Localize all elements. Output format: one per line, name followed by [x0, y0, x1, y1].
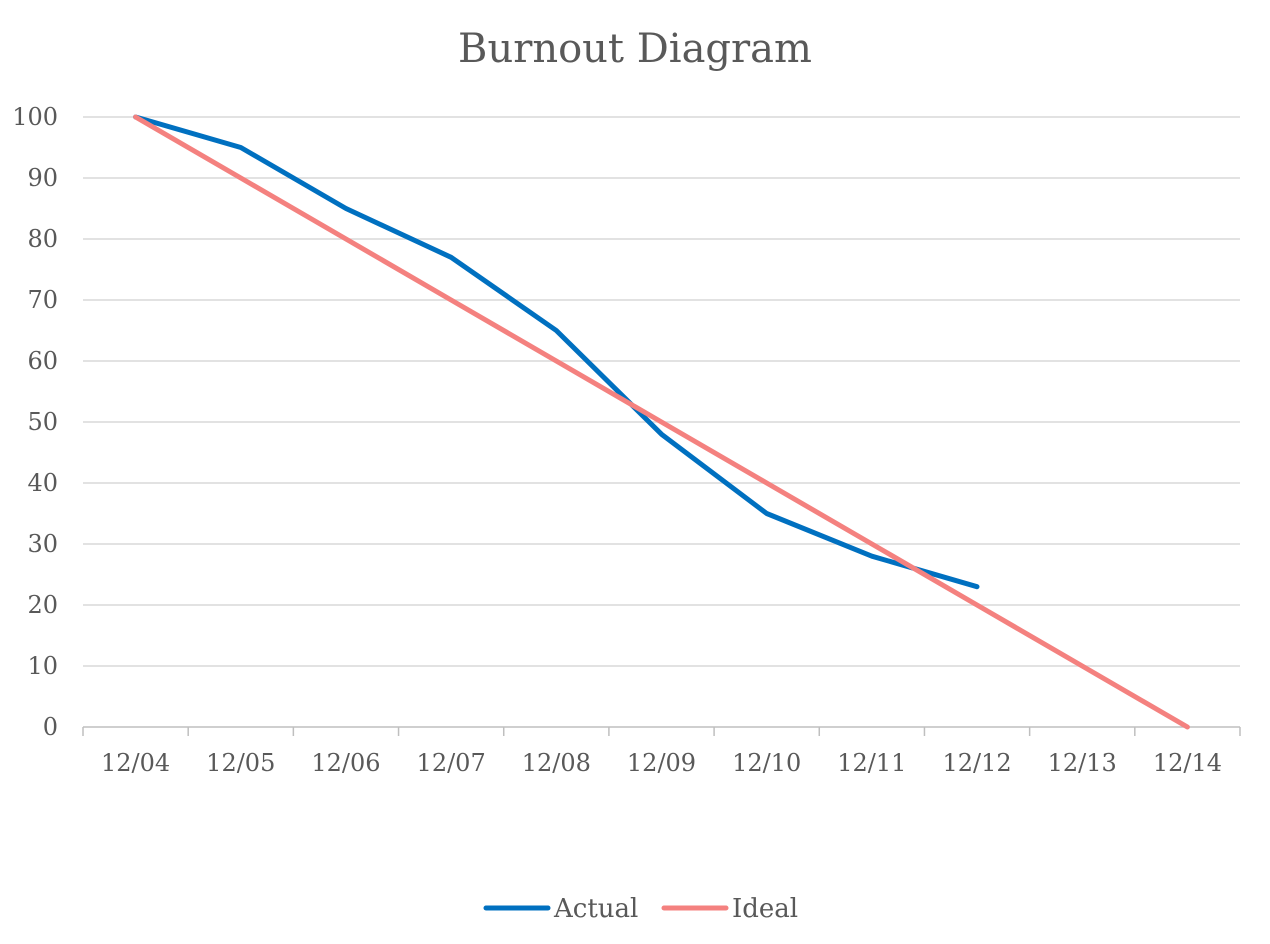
x-tick-label: 12/13 [1048, 749, 1117, 777]
y-tick-label: 40 [27, 469, 58, 497]
chart-title: Burnout Diagram [458, 26, 812, 72]
y-tick-label: 0 [43, 713, 58, 741]
y-tick-label: 50 [27, 408, 58, 436]
x-tick-label: 12/12 [942, 749, 1011, 777]
series-lines [133, 114, 1190, 730]
y-tick-label: 70 [27, 286, 58, 314]
y-tick-label: 30 [27, 530, 58, 558]
gridlines [83, 116, 1240, 667]
x-axis-tick-labels: 12/04 12/05 12/06 12/07 12/08 12/09 12/10 12/11… [101, 749, 1222, 777]
x-axis [82, 726, 1241, 736]
x-tick-label: 12/10 [732, 749, 801, 777]
x-tick-label: 12/04 [101, 749, 170, 777]
y-tick-label: 90 [27, 164, 58, 192]
x-tick-label: 12/08 [522, 749, 591, 777]
series-line-ideal [133, 114, 1190, 730]
y-tick-label: 100 [12, 103, 58, 131]
legend-label-actual: Actual [553, 894, 638, 924]
y-tick-label: 20 [27, 591, 58, 619]
x-tick-label: 12/06 [311, 749, 380, 777]
x-tick-label: 12/11 [837, 749, 906, 777]
legend: Actual Ideal [483, 894, 798, 924]
x-tick-label: 12/05 [206, 749, 275, 777]
x-tick-label: 12/09 [627, 749, 696, 777]
x-tick-label: 12/14 [1153, 749, 1222, 777]
y-tick-label: 80 [27, 225, 58, 253]
y-tick-label: 60 [27, 347, 58, 375]
legend-label-ideal: Ideal [732, 894, 798, 924]
y-tick-label: 10 [27, 652, 58, 680]
x-tick-label: 12/07 [417, 749, 486, 777]
y-axis-tick-labels: 0 10 20 30 40 50 60 70 80 90 100 [12, 103, 58, 741]
series-line-actual [133, 114, 980, 590]
